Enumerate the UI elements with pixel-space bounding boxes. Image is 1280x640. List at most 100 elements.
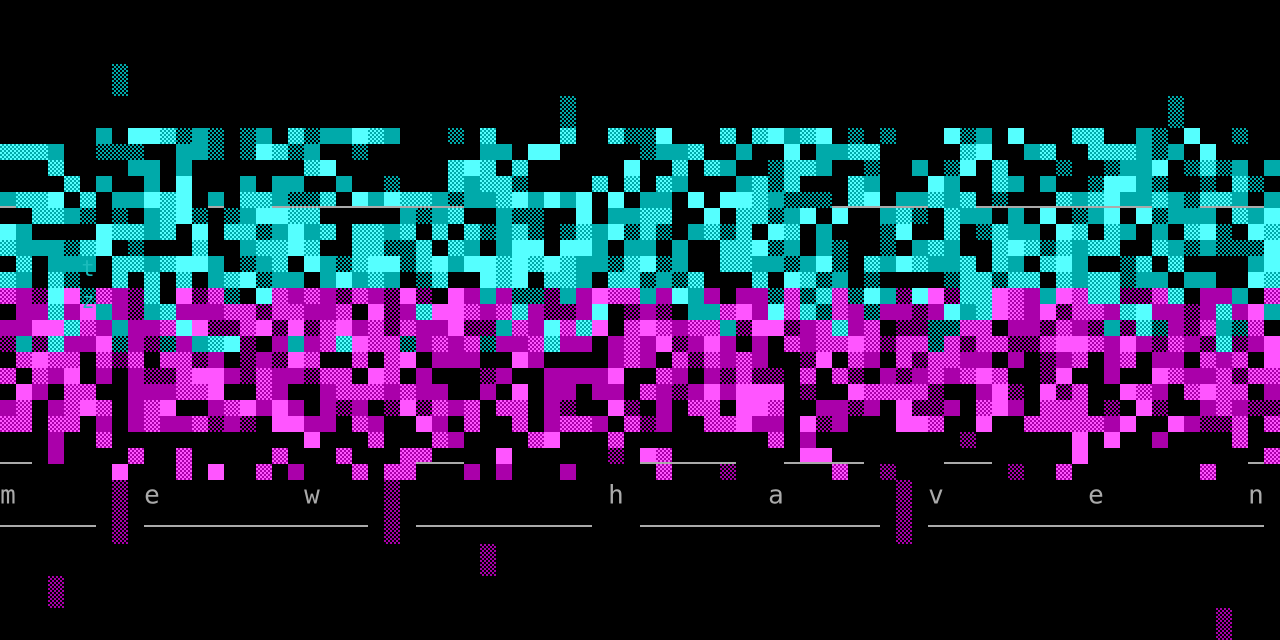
- block: [176, 208, 192, 224]
- block: [1072, 416, 1088, 432]
- block: [912, 208, 928, 224]
- block: [48, 400, 64, 416]
- block: [416, 384, 432, 400]
- block: [848, 288, 864, 304]
- block: [1248, 368, 1264, 384]
- block: [304, 352, 320, 368]
- block: [176, 128, 192, 144]
- block: [496, 192, 512, 208]
- block: [912, 288, 928, 304]
- block: [800, 448, 816, 464]
- block: [800, 160, 816, 176]
- block: [720, 416, 736, 432]
- block: [208, 304, 224, 320]
- block: [912, 384, 928, 400]
- block: [256, 128, 272, 144]
- block: [736, 256, 752, 272]
- block: [656, 464, 672, 480]
- block: [352, 272, 368, 288]
- block: [336, 256, 352, 272]
- block: [1248, 400, 1264, 416]
- block: [384, 304, 400, 320]
- block: [896, 336, 912, 352]
- block: [1168, 416, 1184, 432]
- block: [880, 336, 896, 352]
- block: [832, 416, 848, 432]
- block: [976, 416, 992, 432]
- block: [944, 160, 960, 176]
- block: [320, 384, 336, 400]
- block: [768, 224, 784, 240]
- block: [112, 352, 128, 368]
- block: [384, 400, 400, 416]
- block: [176, 384, 192, 400]
- block: [1168, 320, 1184, 336]
- block: [1072, 336, 1088, 352]
- block: [16, 320, 32, 336]
- block: [1056, 240, 1072, 256]
- block: [880, 384, 896, 400]
- block: [1040, 240, 1056, 256]
- block: [864, 320, 880, 336]
- block: [576, 288, 592, 304]
- block: [384, 128, 400, 144]
- block: [672, 320, 688, 336]
- block: [160, 384, 176, 400]
- block: [384, 384, 400, 400]
- block: [1056, 320, 1072, 336]
- block: [432, 352, 448, 368]
- block: [144, 336, 160, 352]
- block: [1120, 144, 1136, 160]
- block: [784, 336, 800, 352]
- block: [848, 320, 864, 336]
- block: [96, 416, 112, 432]
- block: [1200, 144, 1216, 160]
- block: [1024, 224, 1040, 240]
- block: [960, 304, 976, 320]
- block: [928, 352, 944, 368]
- block: [496, 272, 512, 288]
- block: [592, 384, 608, 400]
- block: [480, 128, 496, 144]
- block: [64, 368, 80, 384]
- block: [640, 304, 656, 320]
- block: [144, 320, 160, 336]
- block: [1104, 160, 1120, 176]
- block: [832, 464, 848, 480]
- block: [688, 352, 704, 368]
- block: [704, 288, 720, 304]
- block: [336, 176, 352, 192]
- block: [176, 336, 192, 352]
- block: [1264, 336, 1280, 352]
- block: [880, 304, 896, 320]
- block: [1040, 368, 1056, 384]
- block: [864, 272, 880, 288]
- block: [368, 320, 384, 336]
- block: [80, 304, 96, 320]
- block: [1040, 320, 1056, 336]
- block: [1072, 384, 1088, 400]
- block: [288, 352, 304, 368]
- block: [784, 144, 800, 160]
- block: [0, 272, 16, 288]
- block: [512, 240, 528, 256]
- block: [1088, 192, 1104, 208]
- block: [1072, 432, 1088, 448]
- block: [624, 336, 640, 352]
- block: [560, 400, 576, 416]
- block: [448, 192, 464, 208]
- block: [1184, 224, 1200, 240]
- block: [912, 240, 928, 256]
- block: [48, 448, 64, 464]
- block: [560, 384, 576, 400]
- block: [464, 192, 480, 208]
- block: [1200, 320, 1216, 336]
- block: [416, 320, 432, 336]
- block: [608, 336, 624, 352]
- block: [608, 256, 624, 272]
- block: [288, 144, 304, 160]
- block: [416, 208, 432, 224]
- block: [896, 384, 912, 400]
- block: [416, 368, 432, 384]
- block: [80, 240, 96, 256]
